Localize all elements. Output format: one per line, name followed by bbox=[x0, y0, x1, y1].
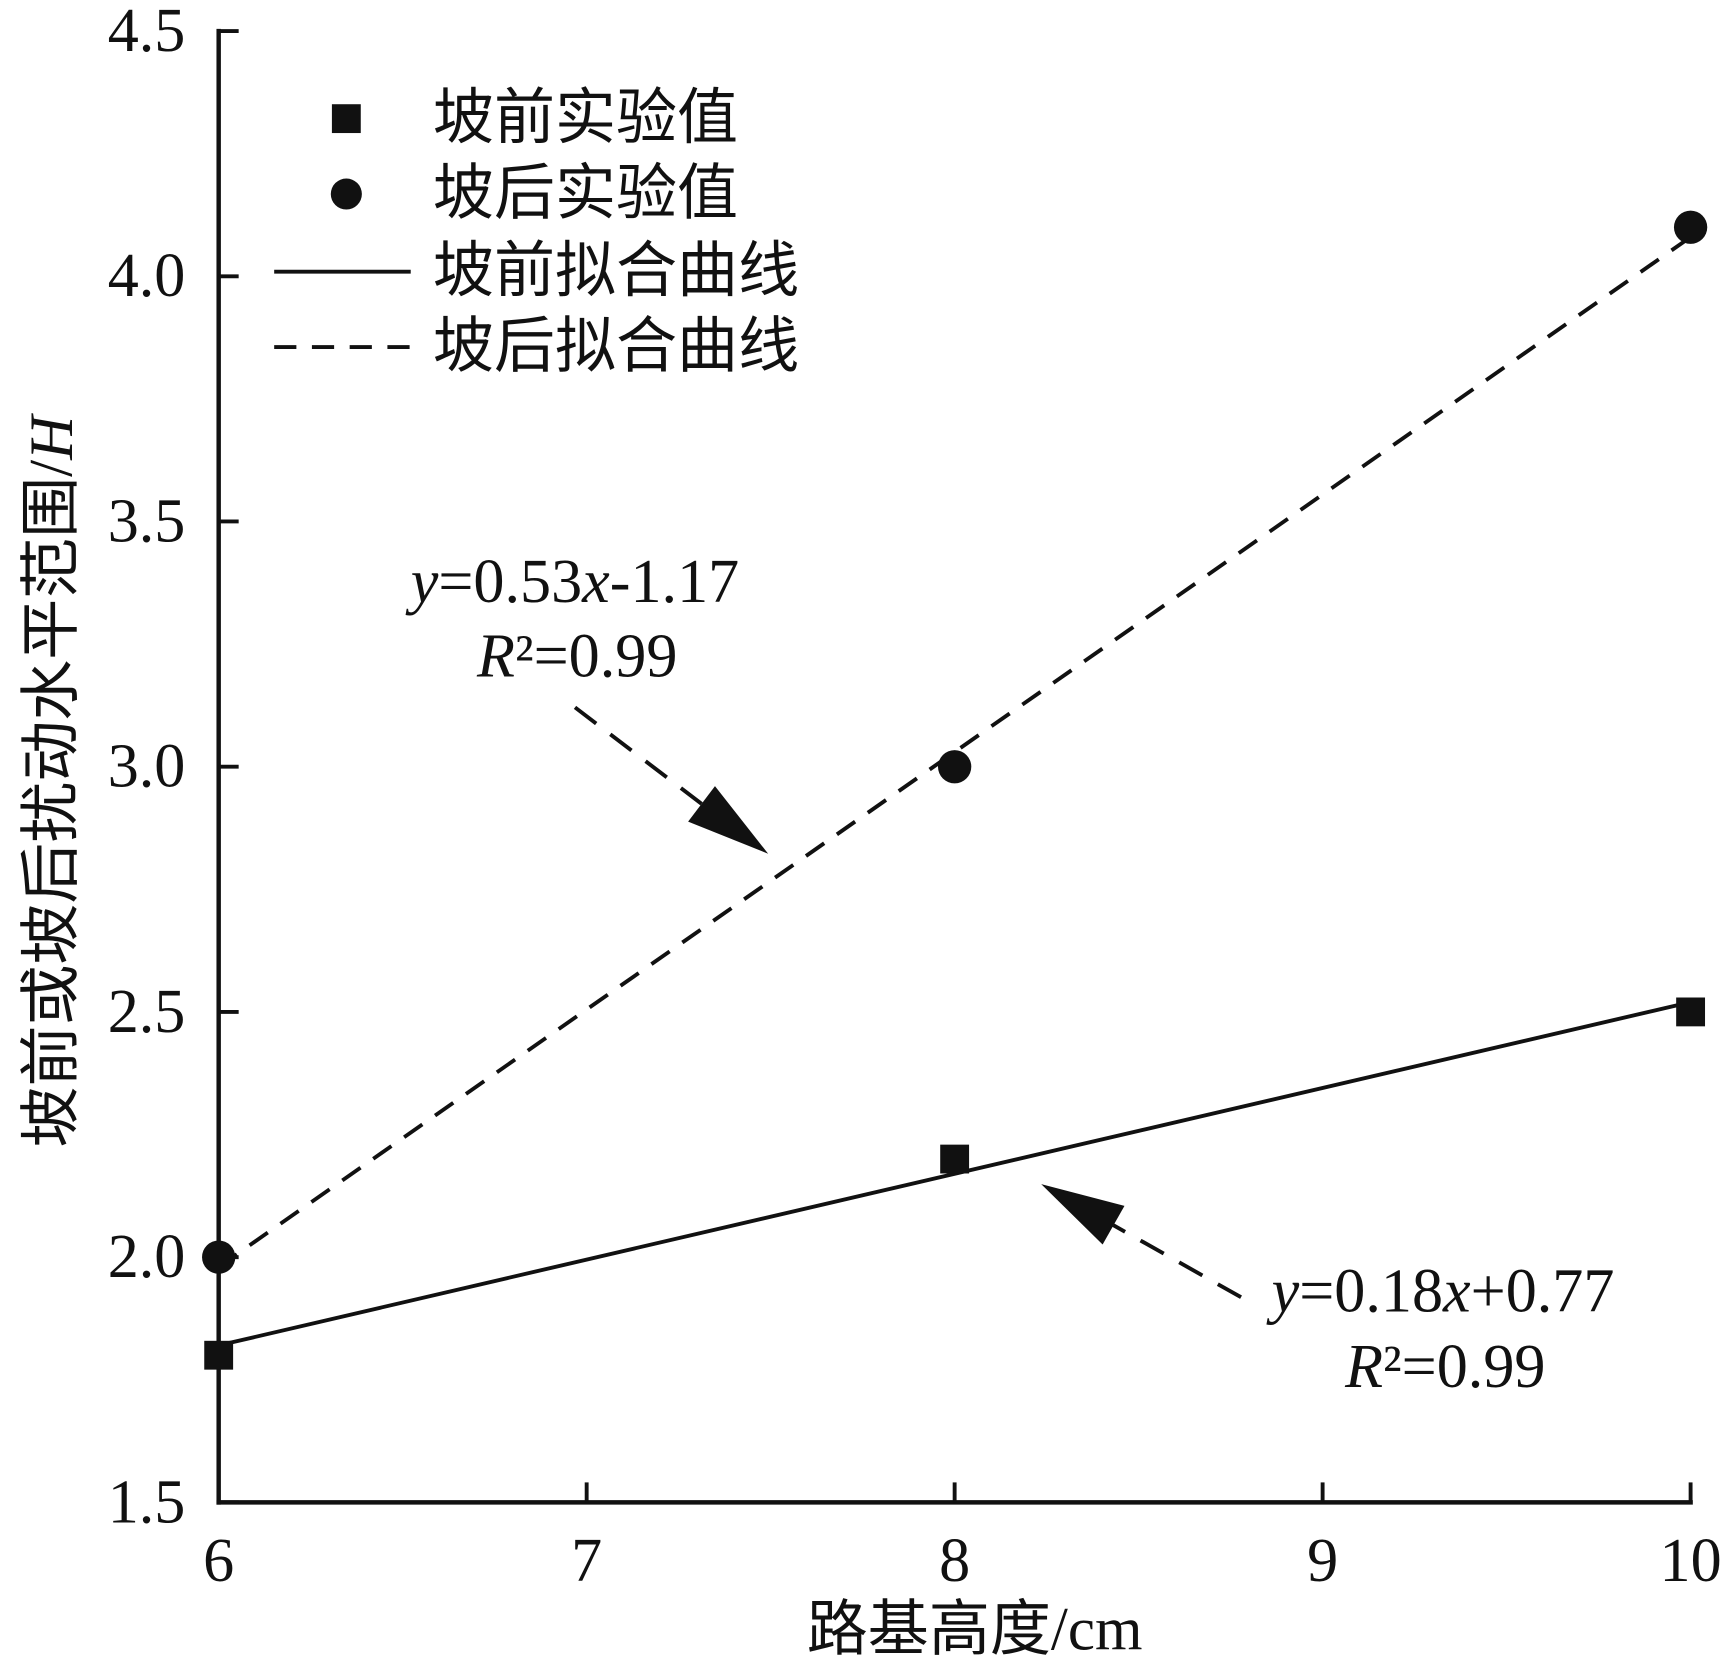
data-point-circle bbox=[937, 750, 972, 784]
y-tick-label: 2.5 bbox=[108, 978, 186, 1046]
annotation-equation: y=0.18x+0.77 bbox=[1266, 1258, 1615, 1326]
y-axis-label: 坡前或坡后扰动水平范围/H bbox=[19, 413, 86, 1148]
data-point-square bbox=[1676, 997, 1706, 1027]
x-tick-label: 7 bbox=[571, 1527, 602, 1595]
y-tick-label: 4.5 bbox=[108, 0, 186, 65]
annotation-arrow-shaft bbox=[573, 705, 703, 806]
x-tick-label: 9 bbox=[1307, 1527, 1338, 1595]
fit-lines bbox=[217, 235, 1692, 1348]
legend: 坡前实验值 坡后实验值 坡前拟合曲线 坡后拟合曲线 bbox=[274, 85, 799, 381]
legend-square-marker bbox=[331, 104, 361, 134]
x-axis-label: 路基高度/cm bbox=[807, 1596, 1143, 1663]
data-point-circle bbox=[1673, 210, 1708, 244]
annotation-front-fit: y=0.18x+0.77 R²=0.99 bbox=[1041, 1184, 1614, 1401]
y-tick-label: 3.5 bbox=[108, 488, 186, 556]
y-tick-label: 4.0 bbox=[108, 242, 186, 310]
annotation-arrow-head bbox=[688, 786, 769, 854]
x-tick-label: 10 bbox=[1660, 1527, 1722, 1595]
legend-label-front-experiment: 坡前实验值 bbox=[433, 85, 738, 152]
annotation-equation: y=0.53x-1.17 bbox=[405, 548, 739, 616]
data-point-square bbox=[940, 1144, 970, 1174]
x-tick-label: 8 bbox=[939, 1527, 970, 1595]
y-tick-label: 1.5 bbox=[108, 1468, 186, 1536]
legend-label-back-fit: 坡后拟合曲线 bbox=[433, 314, 799, 381]
legend-label-front-fit: 坡前拟合曲线 bbox=[433, 238, 799, 305]
annotation-r-squared: R²=0.99 bbox=[1344, 1333, 1545, 1401]
annotation-back-fit: y=0.53x-1.17 R²=0.99 bbox=[405, 548, 769, 854]
annotation-r-squared: R²=0.99 bbox=[476, 622, 677, 690]
data-points bbox=[202, 210, 1708, 1370]
y-tick-label: 2.0 bbox=[108, 1223, 186, 1291]
x-ticks: 6 7 8 9 10 bbox=[203, 1482, 1722, 1595]
annotation-arrow-head bbox=[1041, 1184, 1125, 1245]
x-tick-label: 6 bbox=[203, 1527, 234, 1595]
legend-circle-marker bbox=[330, 178, 362, 210]
y-ticks: 1.5 2.0 2.5 3.0 3.5 4.0 4.5 bbox=[108, 0, 239, 1536]
data-point-circle bbox=[202, 1240, 236, 1274]
data-point-square bbox=[204, 1340, 234, 1370]
legend-label-back-experiment: 坡后实验值 bbox=[433, 161, 738, 228]
fit-line-solid bbox=[218, 1000, 1692, 1348]
y-tick-label: 3.0 bbox=[108, 733, 186, 801]
annotation-arrow-shaft bbox=[1112, 1223, 1242, 1299]
